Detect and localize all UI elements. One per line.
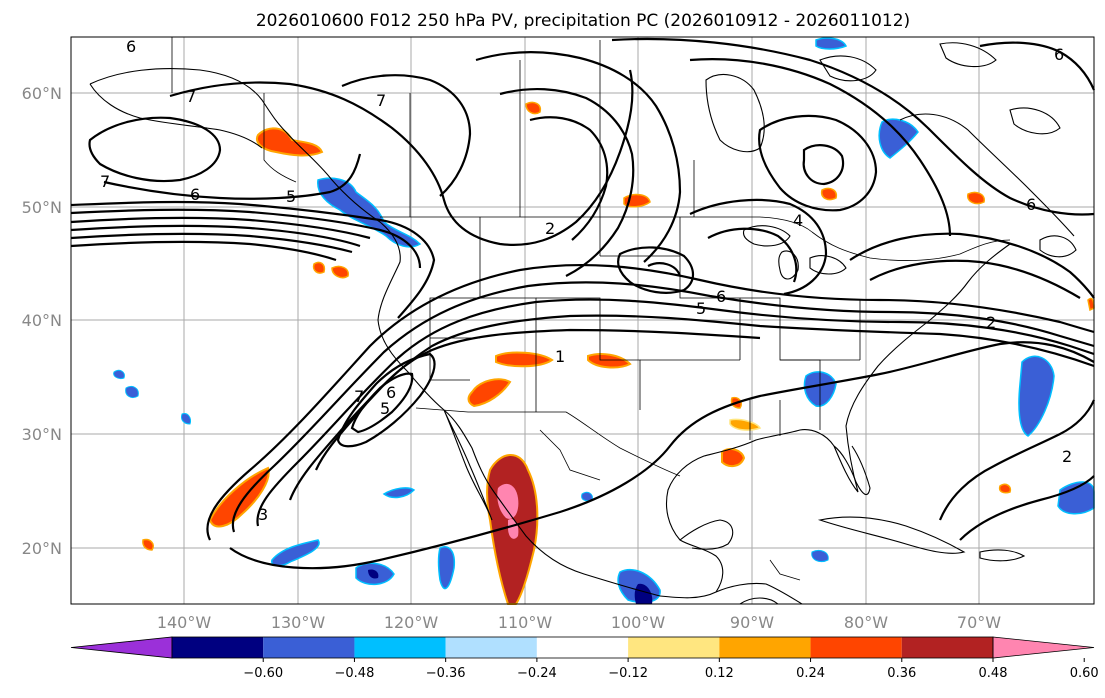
colorbar-segment <box>172 637 264 658</box>
lon-label: 110°W <box>498 613 553 632</box>
contour-label: 5 <box>696 299 706 318</box>
colorbar-segment <box>810 637 902 658</box>
contour-label: 7 <box>354 387 364 406</box>
colorbar-segment <box>719 637 811 658</box>
precip-shading <box>113 37 1095 605</box>
colorbar-outline <box>171 636 994 659</box>
contour-label: 2 <box>545 219 555 238</box>
gridlines <box>71 37 1094 604</box>
contour-label: 2 <box>986 313 996 332</box>
colorbar-segment <box>445 637 537 658</box>
colorbar-tick-label: 0.36 <box>887 666 916 681</box>
colorbar-tick-label: −0.36 <box>426 666 466 681</box>
lat-label: 60°N <box>22 84 62 103</box>
colorbar-tick-label: 0.60 <box>1070 666 1099 681</box>
contour-label: 6 <box>1054 45 1064 64</box>
colorbar-tick-label: −0.24 <box>517 666 557 681</box>
lon-label: 120°W <box>384 613 439 632</box>
lat-label: 20°N <box>22 539 62 558</box>
contour-label: 1 <box>555 347 565 366</box>
pv-contours <box>70 37 1096 570</box>
contour-label: 6 <box>716 287 726 306</box>
colorbar-tick-label: 0.12 <box>705 666 734 681</box>
colorbar-tick-label: 0.24 <box>796 666 825 681</box>
lon-label: 90°W <box>730 613 774 632</box>
figure-title: 2026010600 F012 250 hPa PV, precipitatio… <box>256 11 910 31</box>
contour-label: 6 <box>126 37 136 56</box>
colorbar-segment <box>628 637 720 658</box>
colorbar-segment <box>901 637 993 658</box>
contour-label: 2 <box>1062 447 1072 466</box>
contour-label: 7 <box>186 87 196 106</box>
contour-labels: 6 7 7 6 5 2 7 6 5 4 6 2 2 1 7 6 5 3 6 <box>100 37 1072 524</box>
colorbar-segment <box>536 637 629 658</box>
colorbar-tick-label: 0.48 <box>979 666 1008 681</box>
contour-label: 3 <box>258 505 268 524</box>
contour-label: 7 <box>376 91 386 110</box>
lat-label: 50°N <box>22 198 62 217</box>
lat-label: 40°N <box>22 311 62 330</box>
contour-label: 6 <box>386 383 396 402</box>
latitude-labels: 60°N 50°N 40°N 30°N 20°N <box>22 84 62 558</box>
lon-label: 130°W <box>271 613 326 632</box>
contour-label: 6 <box>190 185 200 204</box>
lon-label: 80°W <box>844 613 888 632</box>
colorbar-segment <box>354 637 446 658</box>
colorbar-tick-label: −0.12 <box>608 666 648 681</box>
colorbar-tick-label: −0.60 <box>243 666 283 681</box>
colorbar-extend-high <box>992 636 1095 659</box>
lon-label: 100°W <box>611 613 666 632</box>
colorbar: −0.60 −0.48 −0.36 −0.24 −0.12 0.12 0.24 0.36 0.4… <box>70 636 1099 681</box>
contour-label: 5 <box>380 399 390 418</box>
contour-label: 5 <box>286 187 296 206</box>
map-frame <box>70 36 1095 605</box>
longitude-labels: 140°W 130°W 120°W 110°W 100°W 90°W 80°W … <box>157 613 1001 632</box>
colorbar-extend-low <box>70 636 173 659</box>
contour-label: 6 <box>1026 195 1036 214</box>
contour-label: 4 <box>793 211 803 230</box>
lat-label: 30°N <box>22 425 62 444</box>
lon-label: 140°W <box>157 613 212 632</box>
contour-label: 7 <box>100 172 110 191</box>
lon-label: 70°W <box>957 613 1001 632</box>
colorbar-tick-label: −0.48 <box>335 666 375 681</box>
colorbar-segment <box>263 637 355 658</box>
